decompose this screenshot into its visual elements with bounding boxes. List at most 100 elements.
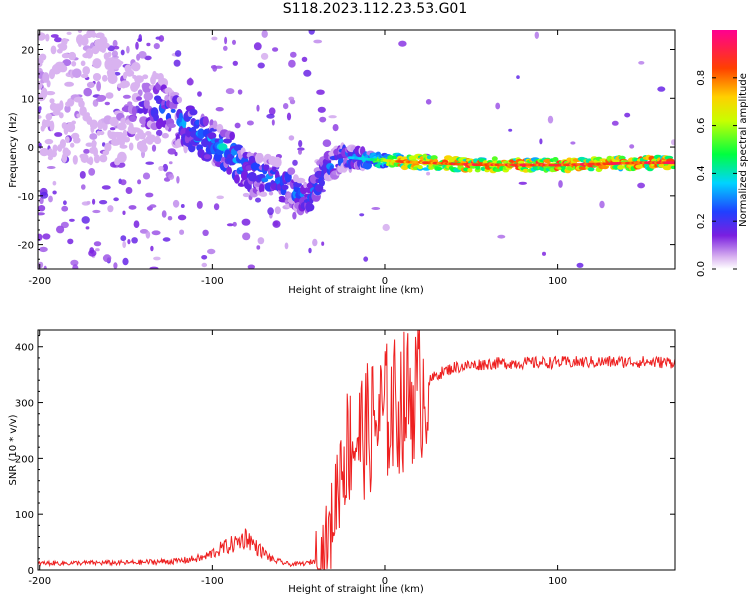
heatmap-noise-blob <box>425 99 432 105</box>
heatmap-ridge-blob <box>319 179 325 187</box>
heatmap-ridge-blob <box>77 30 82 34</box>
heatmap-noise-blob <box>85 226 90 230</box>
heatmap-noise-blob <box>126 45 130 54</box>
x-tick-label: 100 <box>548 276 567 287</box>
heatmap-noise-blob <box>292 211 297 220</box>
heatmap-noise-blob <box>516 75 520 79</box>
heatmap-ridge-blob <box>61 53 71 59</box>
x-tick-label: -100 <box>201 576 224 587</box>
heatmap-ridge-blob <box>74 15 82 25</box>
heatmap-noise-blob <box>274 206 281 215</box>
heatmap-noise-blob <box>81 216 90 224</box>
heatmap-ridge-blob <box>117 122 127 131</box>
heatmap-noise-blob <box>176 176 180 184</box>
heatmap-noise-blob <box>64 105 71 113</box>
heatmap-noise-blob <box>359 213 365 217</box>
heatmap-ridge-blob <box>39 53 47 61</box>
heatmap-noise-blob <box>88 168 96 176</box>
heatmap-noise-blob <box>547 115 554 124</box>
heatmap-ridge-blob <box>223 138 232 144</box>
heatmap-noise-blob <box>83 148 90 154</box>
heatmap-ridge-blob <box>218 138 224 144</box>
heatmap-noise-blob <box>173 59 181 67</box>
heatmap-noise-blob <box>135 41 139 50</box>
heatmap-ridge-blob <box>83 87 92 97</box>
spectrogram-heatmap <box>38 11 675 269</box>
heatmap-noise-blob <box>232 221 237 227</box>
heatmap-ridge-blob <box>138 132 147 140</box>
heatmap-ridge-blob <box>258 183 265 194</box>
heatmap-noise-blob <box>153 256 161 261</box>
snr-y-label: SNR (10 * v/v) <box>8 414 19 485</box>
heatmap-noise-blob <box>38 233 43 241</box>
heatmap-noise-blob <box>48 195 53 203</box>
heatmap-ridge-blob <box>139 143 148 153</box>
heatmap-ridge-blob <box>78 20 86 30</box>
heatmap-noise-blob <box>151 230 161 236</box>
heatmap-noise-blob <box>286 112 292 121</box>
heatmap-ridge-blob <box>552 157 559 162</box>
heatmap-noise-blob <box>558 180 563 188</box>
heatmap-noise-blob <box>88 249 97 257</box>
heatmap-ridge-blob <box>49 98 55 104</box>
x-tick-label: -100 <box>201 276 224 287</box>
heatmap-ridge-blob <box>261 177 269 183</box>
heatmap-ridge-blob <box>55 11 61 20</box>
heatmap-noise-blob <box>150 245 154 252</box>
heatmap-ridge-blob <box>125 69 135 77</box>
heatmap-ridge-blob <box>161 132 169 139</box>
heatmap-ridge-blob <box>59 100 64 111</box>
heatmap-noise-blob <box>113 197 119 202</box>
heatmap-ridge-blob <box>137 108 144 114</box>
figure-title: S118.2023.112.23.53.G01 <box>282 1 468 17</box>
heatmap-noise-blob <box>637 182 645 189</box>
heatmap-noise-blob <box>273 221 279 227</box>
heatmap-ridge-blob <box>54 68 59 74</box>
heatmap-ridge-blob <box>72 68 82 78</box>
heatmap-noise-blob <box>629 144 635 149</box>
heatmap-noise-blob <box>38 106 42 111</box>
x-tick-label: -200 <box>28 276 51 287</box>
heatmap-noise-blob <box>518 181 527 185</box>
heatmap-noise-blob <box>153 43 160 50</box>
heatmap-ridge-blob <box>281 184 289 190</box>
heatmap-ridge-blob <box>109 116 119 127</box>
heatmap-ridge-blob <box>64 149 71 157</box>
heatmap-ridge-blob <box>142 82 152 94</box>
heatmap-ridge-blob <box>107 73 118 85</box>
heatmap-ridge-blob <box>142 74 149 80</box>
heatmap-ridge-blob <box>66 98 75 107</box>
heatmap-ridge-blob <box>70 142 75 148</box>
heatmap-ridge-blob <box>66 24 72 29</box>
x-tick-label: 0 <box>382 276 388 287</box>
heatmap-noise-blob <box>146 42 151 47</box>
heatmap-ridge-blob <box>91 139 97 149</box>
heatmap-noise-blob <box>260 52 269 60</box>
heatmap-noise-blob <box>142 172 151 180</box>
heatmap-noise-blob <box>158 166 164 171</box>
heatmap-noise-blob <box>138 51 147 59</box>
colorbar-tick-label: 0.0 <box>696 261 707 277</box>
heatmap-noise-blob <box>241 218 251 226</box>
snr-frame <box>37 329 676 571</box>
heatmap-noise-blob <box>101 185 111 190</box>
heatmap-ridge-blob <box>305 203 315 212</box>
heatmap-ridge-blob <box>92 73 102 81</box>
heatmap-ridge-blob <box>287 167 296 175</box>
heatmap-ridge-blob <box>295 177 306 184</box>
heatmap-noise-blob <box>38 212 45 216</box>
heatmap-ridge-blob <box>467 167 473 173</box>
heatmap-noise-blob <box>316 89 325 95</box>
heatmap-noise-blob <box>113 45 120 50</box>
heatmap-noise-blob <box>149 204 157 208</box>
heatmap-noise-blob <box>122 94 131 99</box>
heatmap-noise-blob <box>242 232 251 241</box>
heatmap-ridge-blob <box>97 94 107 102</box>
heatmap-ridge-blob <box>129 115 137 122</box>
heatmap-noise-blob <box>42 233 51 240</box>
heatmap-noise-blob <box>267 207 274 216</box>
heatmap-ridge-blob <box>105 92 114 99</box>
heatmap-noise-blob <box>104 101 111 106</box>
heatmap-noise-blob <box>288 135 295 141</box>
heatmap-ridge-blob <box>43 19 49 24</box>
